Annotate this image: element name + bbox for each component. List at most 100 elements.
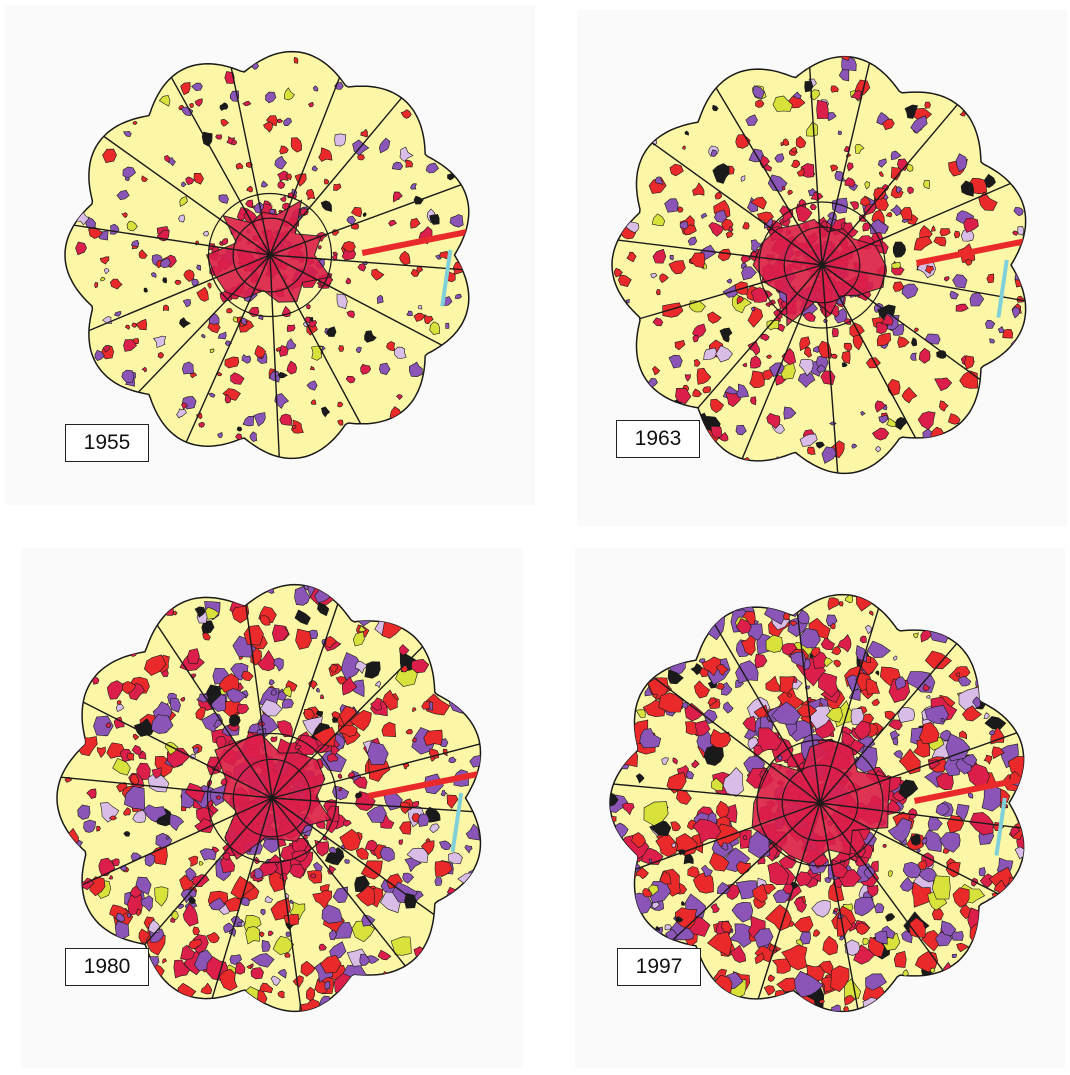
land-use-patch <box>655 925 661 932</box>
land-use-patch <box>715 345 733 363</box>
land-use-patch <box>668 354 683 369</box>
land-use-patch <box>293 57 299 64</box>
land-use-patch <box>245 199 254 209</box>
land-use-patch <box>972 696 981 709</box>
land-use-patch <box>180 944 195 961</box>
land-use-patch <box>121 369 135 383</box>
land-use-patch <box>141 366 147 373</box>
land-use-patch <box>62 746 75 758</box>
land-use-patch <box>208 897 226 911</box>
land-use-patch <box>729 923 754 948</box>
land-use-patch <box>92 676 100 685</box>
land-use-patch <box>448 852 463 865</box>
land-use-patch <box>232 316 238 323</box>
land-use-patch <box>352 776 368 789</box>
land-use-patch <box>988 866 1014 888</box>
land-use-patch <box>939 400 949 412</box>
land-use-patch <box>391 161 404 171</box>
land-use-patch <box>614 267 623 278</box>
land-use-patch <box>237 704 250 715</box>
land-use-patch <box>888 719 903 731</box>
radial-road <box>819 802 1024 830</box>
land-use-patch <box>142 804 167 823</box>
land-use-patch <box>371 604 385 621</box>
land-use-patch <box>425 162 439 174</box>
land-use-patch <box>219 968 238 992</box>
land-use-patch <box>635 709 646 718</box>
land-use-patch <box>187 648 200 665</box>
land-use-patch <box>188 896 196 905</box>
land-use-patch <box>989 729 995 736</box>
land-use-patch <box>218 194 229 204</box>
land-use-patch <box>196 286 209 302</box>
ring-road <box>232 758 312 838</box>
land-use-patch <box>318 943 327 951</box>
land-use-patch <box>309 365 315 371</box>
land-use-patch <box>240 896 250 907</box>
land-use-patch <box>658 692 684 713</box>
ring-road <box>207 192 333 318</box>
land-use-patch <box>843 1006 849 1012</box>
radial-road <box>269 183 463 256</box>
land-use-patch <box>319 694 325 700</box>
ring-road <box>756 739 884 867</box>
land-use-patch <box>939 228 951 237</box>
land-use-patch <box>639 728 662 749</box>
land-use-patch <box>325 636 338 649</box>
land-use-patch <box>838 69 850 82</box>
land-use-patch <box>123 131 132 138</box>
land-use-patch <box>997 326 1005 334</box>
land-use-patch <box>887 378 901 397</box>
land-use-patch <box>193 747 199 756</box>
land-use-patch <box>337 773 343 779</box>
land-use-patch <box>918 347 931 364</box>
land-use-patch <box>887 817 913 843</box>
land-use-patch <box>896 978 910 997</box>
land-use-patch <box>312 726 337 747</box>
land-use-patch <box>897 707 916 724</box>
land-use-patch <box>242 415 254 427</box>
land-use-patch <box>959 730 968 740</box>
land-use-patch <box>710 728 732 749</box>
land-use-patch <box>312 85 319 92</box>
land-use-patch <box>921 837 928 845</box>
land-use-patch <box>721 920 733 934</box>
land-use-patch <box>790 159 801 169</box>
land-use-patch <box>141 175 148 182</box>
land-use-patch <box>816 99 829 119</box>
land-use-patch <box>844 594 854 604</box>
land-use-patch <box>265 115 278 127</box>
land-use-patch <box>337 419 344 426</box>
land-use-patch <box>345 375 356 384</box>
land-use-patch <box>429 823 440 834</box>
land-use-patch <box>294 173 307 187</box>
land-use-patch <box>822 935 839 956</box>
land-use-patch <box>327 753 339 763</box>
land-use-patch <box>135 908 142 917</box>
land-use-patch <box>277 170 289 182</box>
land-use-patch <box>631 832 646 849</box>
land-use-patch <box>898 779 919 799</box>
land-use-patch <box>254 345 267 358</box>
land-use-patch <box>364 661 381 679</box>
land-use-patch <box>685 770 695 780</box>
land-use-patch <box>818 672 839 698</box>
land-use-patch <box>1010 826 1020 838</box>
radial-road <box>102 135 271 256</box>
land-use-patch <box>318 147 333 162</box>
land-use-patch <box>655 176 664 185</box>
land-use-patch <box>332 886 348 904</box>
land-use-patch <box>781 944 808 971</box>
land-use-patch <box>137 407 143 414</box>
land-use-patch <box>173 959 191 979</box>
land-use-patch <box>979 873 994 888</box>
land-use-patch <box>780 605 786 612</box>
land-use-patch <box>908 917 926 938</box>
land-use-patch <box>962 705 982 722</box>
land-use-patch <box>991 367 1005 380</box>
land-use-patch <box>675 387 692 405</box>
radial-road <box>808 56 823 266</box>
land-use-patch <box>874 930 888 945</box>
land-use-patch <box>804 461 812 468</box>
land-use-patch <box>114 920 130 941</box>
